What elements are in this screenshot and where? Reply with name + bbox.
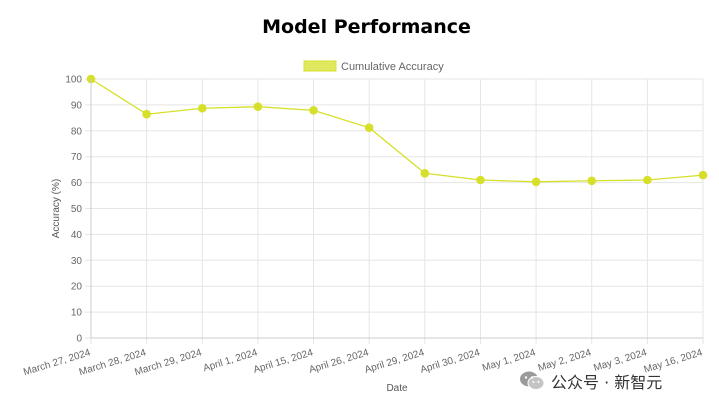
- legend-label: Cumulative Accuracy: [341, 61, 444, 73]
- watermark-text: 公众号 · 新智元: [551, 373, 663, 392]
- y-tick-label: 0: [76, 334, 82, 345]
- data-point: [476, 175, 485, 185]
- data-point: [142, 109, 151, 119]
- wechat-icon: [520, 371, 545, 390]
- y-axis-title: Accuracy (%): [51, 179, 62, 238]
- data-point: [587, 176, 597, 186]
- y-tick-label: 40: [71, 230, 83, 241]
- y-tick-label: 70: [71, 152, 83, 163]
- x-tick-label: April 29, 2024: [363, 347, 426, 376]
- series-layer: [86, 74, 708, 187]
- data-point: [309, 106, 318, 115]
- y-tick-label: 50: [71, 204, 83, 215]
- x-tick-label: April 30, 2024: [419, 347, 482, 376]
- x-tick-label: April 15, 2024: [252, 347, 315, 376]
- chart-title: Model Performance: [262, 16, 471, 38]
- x-axis-title: Date: [386, 383, 408, 394]
- y-tick-label: 30: [71, 256, 83, 267]
- y-tick-label: 90: [71, 100, 83, 111]
- data-point: [643, 175, 652, 185]
- y-tick-label: 10: [71, 308, 83, 319]
- y-tick-label: 80: [71, 126, 83, 137]
- y-tick-label: 20: [71, 282, 83, 293]
- x-tick-label: April 26, 2024: [308, 347, 371, 376]
- data-point: [420, 168, 430, 178]
- data-point: [364, 123, 374, 132]
- data-point: [197, 103, 207, 113]
- grid-layer: [85, 78, 704, 344]
- x-tick-label: April 1, 2024: [202, 347, 259, 374]
- legend: Cumulative Accuracy: [303, 60, 444, 73]
- data-point: [253, 102, 263, 112]
- data-point: [531, 177, 541, 187]
- legend-swatch: [303, 60, 337, 72]
- data-point: [698, 170, 708, 180]
- watermark: 公众号 · 新智元: [519, 369, 662, 393]
- series-line: [90, 78, 704, 183]
- y-tick-label: 100: [65, 75, 82, 86]
- y-tick-label: 60: [71, 178, 83, 189]
